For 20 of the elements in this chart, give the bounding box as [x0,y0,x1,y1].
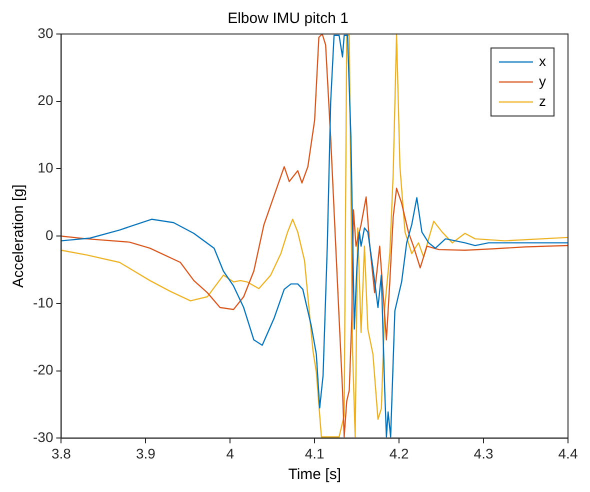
legend-label: x [539,52,546,69]
x-tick-label: 4 [226,445,234,462]
legend-label: y [539,72,546,89]
y-tick-label: 20 [38,92,54,108]
x-tick-label: 3.8 [52,445,72,462]
x-tick-label: 4.3 [474,445,494,462]
y-tick-label: 30 [38,24,54,41]
legend-label: z [539,92,546,109]
x-tick-label: 4.2 [389,445,410,462]
x-tick-label: 4.4 [558,445,578,462]
y-tick-label: 0 [45,226,54,243]
x-axis-title: Time [s] [288,466,342,484]
y-tick-label: 10 [38,160,54,176]
y-tick-label: -30 [33,429,54,446]
y-tick-label: -20 [33,362,54,378]
chart-title: Elbow IMU pitch 1 [228,10,348,28]
x-tick-label: 3.9 [136,445,156,462]
y-tick-label: -10 [33,294,54,310]
x-tick-label: 4.1 [304,445,325,462]
y-axis-title: Acceleration [g] [10,184,28,288]
